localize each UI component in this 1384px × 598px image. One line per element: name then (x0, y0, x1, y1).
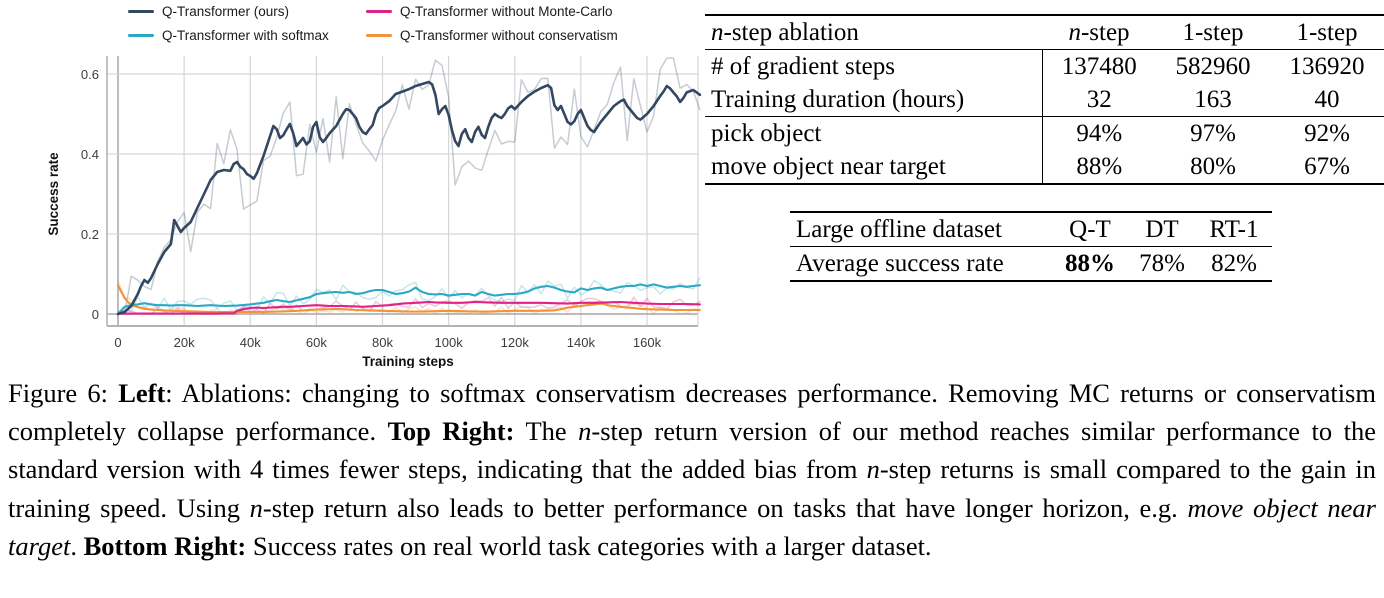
table-cell-rt1: 82% (1211, 249, 1257, 277)
legend-column-right: Q-Transformer without Monte-Carlo Q-Tran… (366, 4, 618, 43)
legend-label-no-montecarlo: Q-Transformer without Monte-Carlo (400, 4, 613, 19)
table-cell: 67% (1304, 152, 1350, 180)
svg-text:120k: 120k (501, 335, 530, 350)
chart-legend: Q-Transformer (ours) Q-Transformer with … (128, 4, 618, 43)
tables-column: n-step ablation n-step 1-step 1-step # o… (705, 0, 1384, 368)
svg-text:0: 0 (92, 307, 99, 322)
svg-text:40k: 40k (240, 335, 261, 350)
table-cell: 97% (1190, 119, 1236, 147)
nstep-col-header: 1-step (1270, 15, 1384, 50)
legend-item-ours: Q-Transformer (ours) (128, 4, 366, 19)
table-cell: 88% (1041, 150, 1156, 184)
svg-text:20k: 20k (174, 335, 195, 350)
offline-dataset-table: Large offline dataset Q-T DT RT-1 Averag… (790, 211, 1272, 282)
row-label: move object near target (711, 152, 946, 180)
dataset-header-row: Large offline dataset Q-T DT RT-1 (790, 212, 1272, 247)
legend-swatch-softmax (128, 33, 154, 38)
row-label: Average success rate (796, 249, 1004, 277)
table-cell: 136920 (1289, 52, 1365, 80)
row-label: # of gradient steps (711, 52, 895, 80)
nstep-col-header: 1-step (1156, 15, 1270, 50)
table-row-training-duration: Training duration (hours) 32 163 40 (705, 83, 1384, 117)
row-label: Training duration (hours) (705, 83, 1042, 117)
legend-label-no-conservatism: Q-Transformer without conservatism (400, 28, 618, 43)
svg-text:160k: 160k (633, 335, 662, 350)
caption-text: Success rates on real world task categor… (246, 530, 932, 561)
row-label: pick object (711, 119, 822, 147)
caption-text: n (578, 416, 592, 447)
caption-text: n (866, 454, 880, 485)
caption-text: move object near target (8, 492, 1376, 561)
caption-text: -step return also leads to better perfor… (262, 492, 1188, 523)
table-row-average-success: Average success rate 88% 78% 82% (790, 247, 1272, 282)
ablation-line-chart: 0 0.2 0.4 0.6 0 20k 40k 60k 80k 100k 120k 140k 160k T… (46, 56, 702, 368)
svg-text:0.4: 0.4 (81, 147, 99, 162)
caption-text: The (514, 416, 579, 447)
dataset-col-header: RT-1 (1196, 212, 1272, 247)
svg-text:60k: 60k (306, 335, 327, 350)
figure-top-row: Q-Transformer (ours) Q-Transformer with … (0, 0, 1384, 368)
table-row-move-object: move object near target 88% 80% 67% (705, 150, 1384, 184)
legend-label-ours: Q-Transformer (ours) (162, 4, 290, 19)
figure-caption: Figure 6: Left: Ablations: changing to s… (8, 374, 1376, 565)
legend-item-softmax: Q-Transformer with softmax (128, 28, 366, 43)
legend-swatch-no-conservatism (366, 33, 392, 38)
ablation-chart-panel: Q-Transformer (ours) Q-Transformer with … (0, 0, 705, 368)
caption-text: -step return version of our method reach… (8, 416, 1376, 485)
table-cell: 137480 (1041, 49, 1156, 83)
legend-label-softmax: Q-Transformer with softmax (162, 28, 329, 43)
caption-text: -step returns is small compared to the g… (8, 454, 1376, 523)
table-cell-dt: 78% (1139, 249, 1185, 277)
caption-text: . (70, 530, 84, 561)
legend-item-no-conservatism: Q-Transformer without conservatism (366, 28, 618, 43)
table-cell: 163 (1156, 83, 1270, 117)
nstep-header-label: n-step ablation (705, 15, 1042, 50)
svg-text:0.6: 0.6 (81, 67, 99, 82)
legend-item-no-montecarlo: Q-Transformer without Monte-Carlo (366, 4, 618, 19)
table-cell: 32 (1041, 83, 1156, 117)
table-row-gradient-steps: # of gradient steps 137480 582960 136920 (705, 49, 1384, 83)
dataset-col-header: DT (1128, 212, 1196, 247)
caption-text: Bottom Right: (83, 530, 247, 561)
nstep-col-header: n-step (1042, 15, 1156, 50)
caption-text: : Ablations: changing to softmax conserv… (8, 378, 1376, 447)
caption-text: Left (118, 378, 166, 408)
table-row-pick-object: pick object 94% 97% 92% (705, 116, 1384, 150)
svg-text:140k: 140k (567, 335, 596, 350)
legend-column-left: Q-Transformer (ours) Q-Transformer with … (128, 4, 366, 43)
svg-text:0.2: 0.2 (81, 227, 99, 242)
svg-text:80k: 80k (372, 335, 393, 350)
table-cell-qt: 88% (1065, 249, 1115, 277)
nstep-header-row: n-step ablation n-step 1-step 1-step (705, 15, 1384, 50)
svg-text:0: 0 (114, 335, 121, 350)
caption-text: Figure 6: (8, 378, 119, 408)
svg-text:Training steps: Training steps (362, 354, 454, 368)
legend-swatch-no-montecarlo (366, 9, 392, 14)
table-cell: 582960 (1175, 52, 1251, 80)
table-cell: 80% (1190, 152, 1236, 180)
caption-text: Top Right: (387, 416, 515, 447)
legend-swatch-ours (128, 9, 154, 14)
table-cell: 92% (1304, 119, 1350, 147)
dataset-col-header: Q-T (1052, 212, 1128, 247)
caption-text: n (249, 492, 263, 523)
table-cell: 40 (1270, 83, 1384, 117)
svg-text:100k: 100k (435, 335, 464, 350)
dataset-header-label: Large offline dataset (790, 212, 1052, 247)
svg-text:Success rate: Success rate (46, 152, 61, 236)
nstep-ablation-table: n-step ablation n-step 1-step 1-step # o… (705, 14, 1384, 185)
table-cell: 94% (1041, 116, 1156, 150)
